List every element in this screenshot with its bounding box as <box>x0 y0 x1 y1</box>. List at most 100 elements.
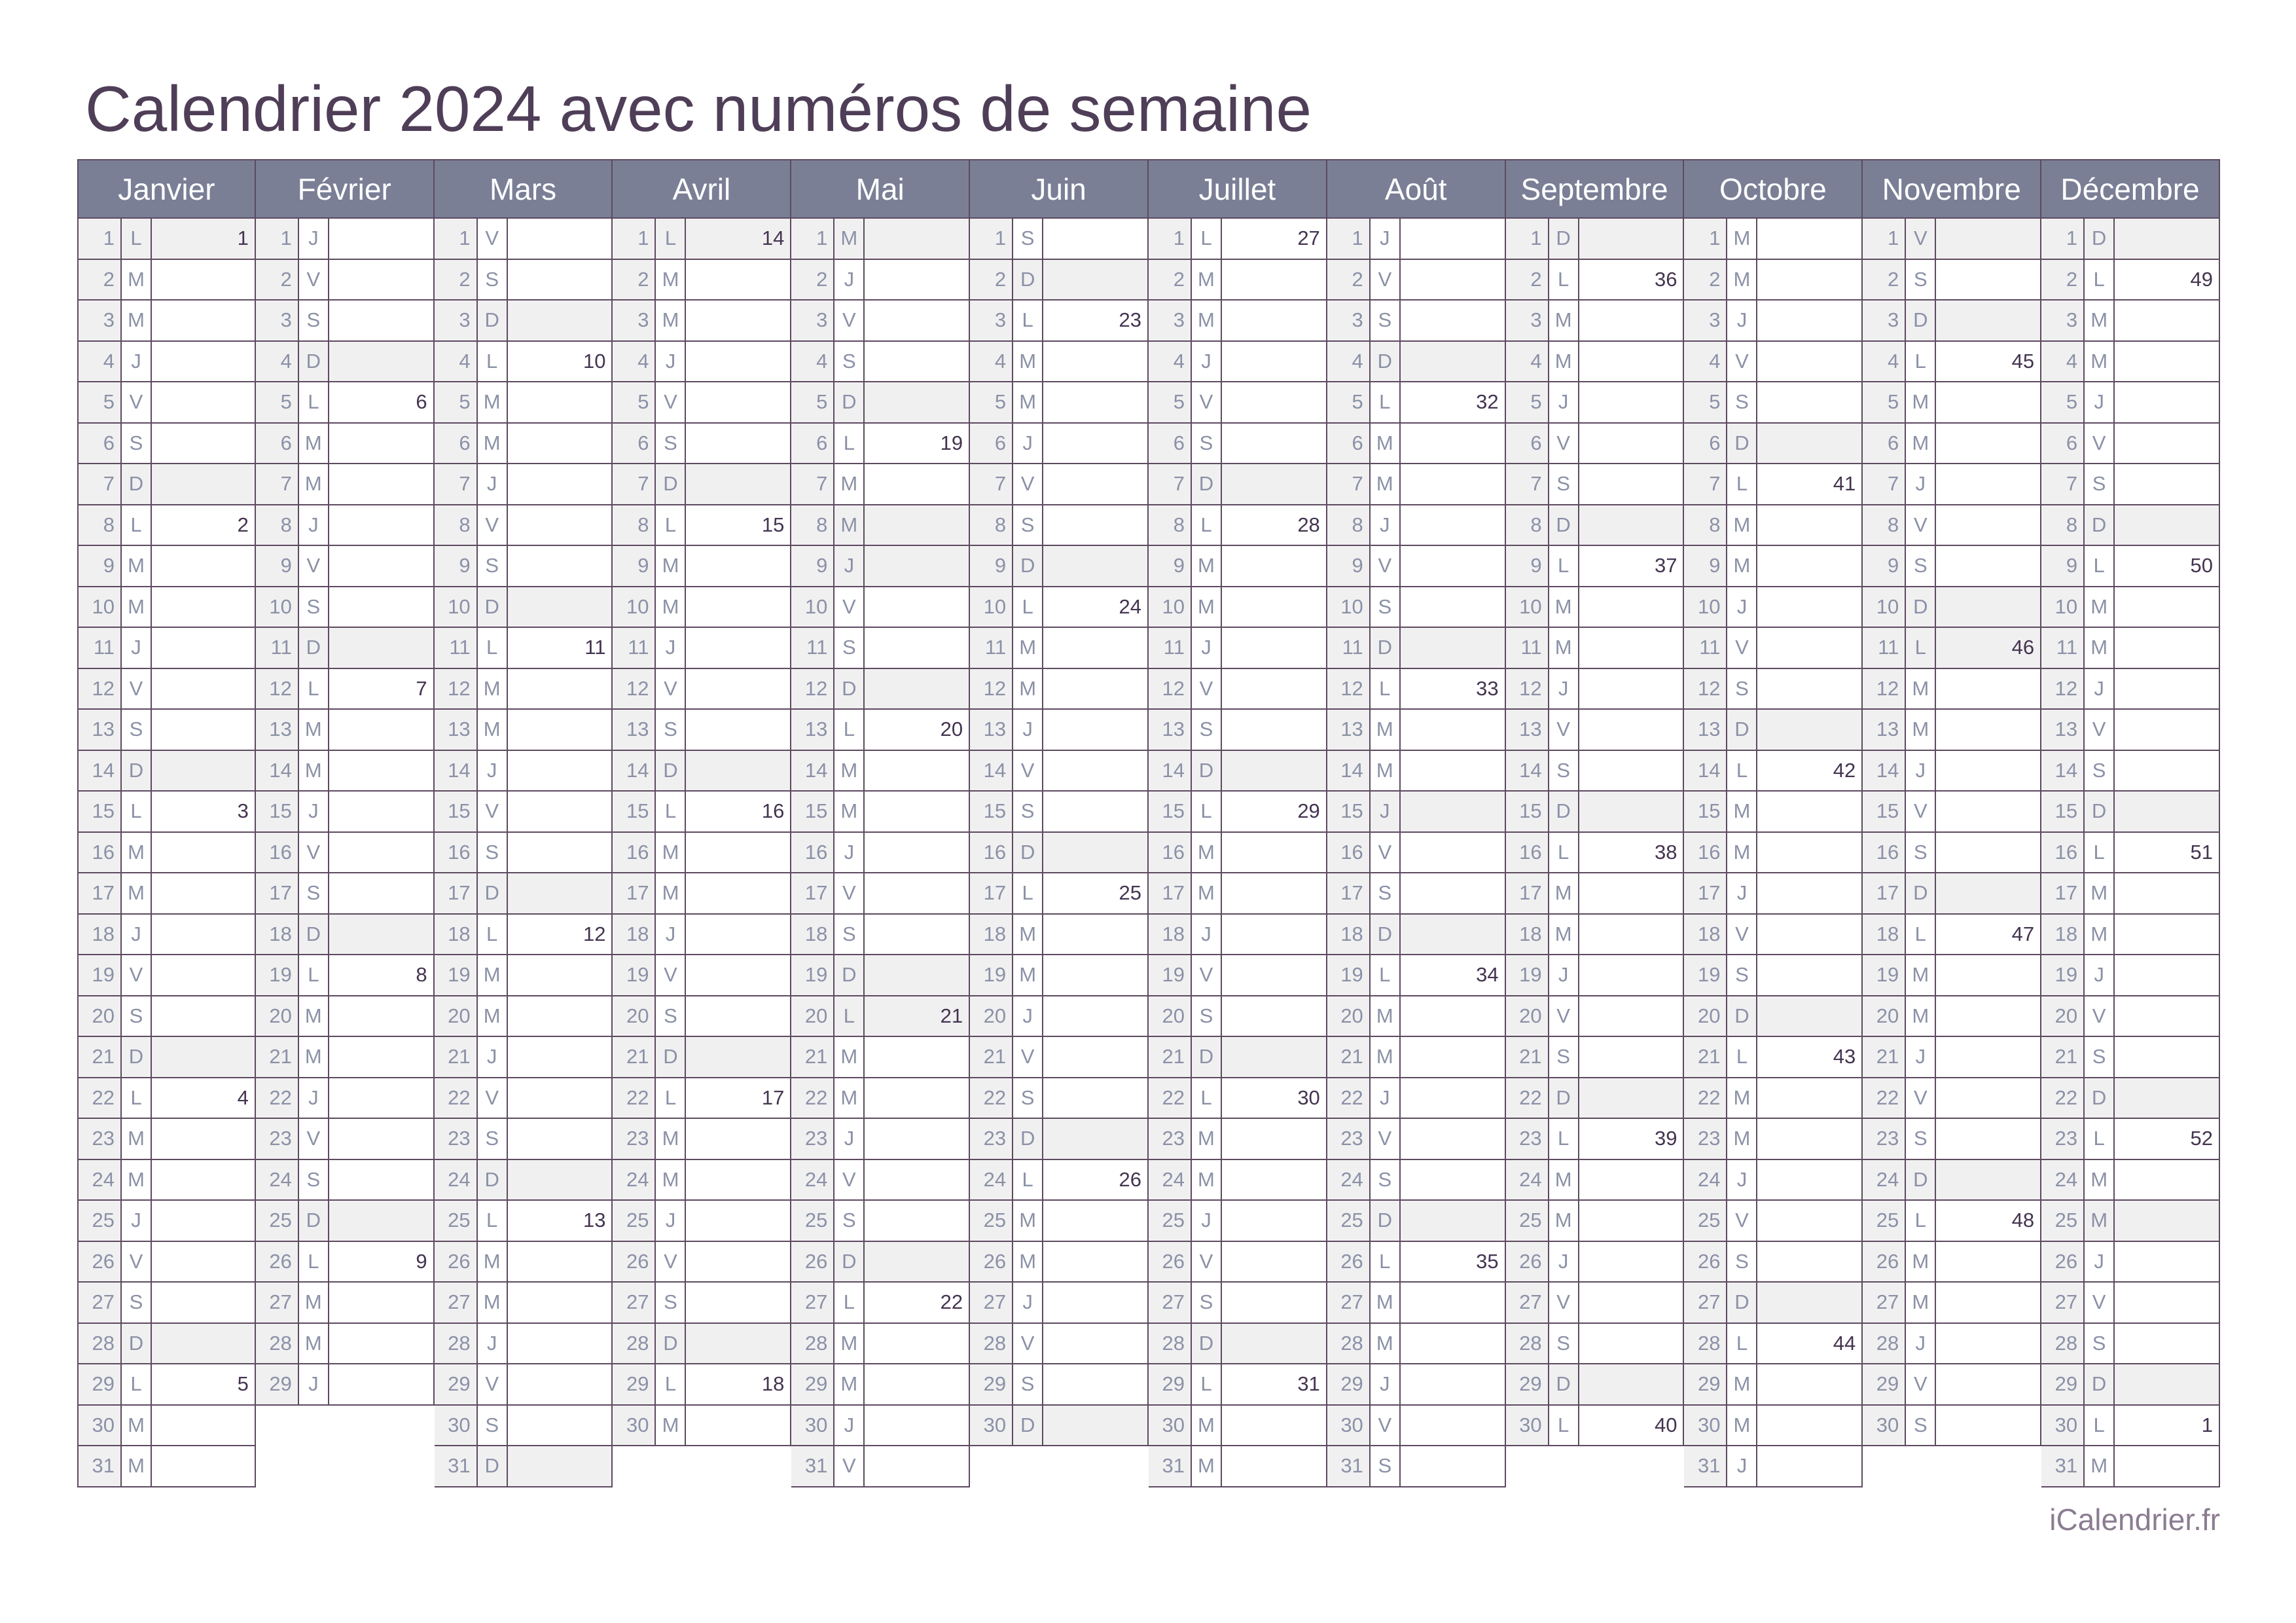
day-row: 13 J <box>970 710 1149 751</box>
day-letter-cell: S <box>298 1159 329 1199</box>
day-letter-cell: V <box>1370 1119 1401 1159</box>
day-row: 18 M <box>1505 914 1685 955</box>
week-number-cell <box>1043 505 1149 545</box>
day-number-cell: 16 <box>1863 832 1907 872</box>
day-row: 30 L 1 <box>2041 1405 2220 1446</box>
day-row: 30 D <box>970 1405 1149 1446</box>
day-letter-cell: S <box>298 301 329 340</box>
week-number-cell <box>1579 996 1685 1036</box>
day-letter-cell: L <box>834 996 865 1036</box>
day-row: 16 M <box>613 832 792 873</box>
day-letter-cell: M <box>656 587 687 627</box>
week-number-cell <box>507 832 613 872</box>
day-number-cell: 27 <box>1327 1283 1371 1322</box>
week-number-cell <box>507 464 613 504</box>
day-letter-cell: S <box>477 259 508 299</box>
week-number-cell <box>152 832 256 872</box>
day-row: 16 S <box>434 832 613 873</box>
week-number-cell: 14 <box>686 219 792 259</box>
day-letter-cell: M <box>477 996 508 1036</box>
day-number-cell: 14 <box>1684 750 1728 790</box>
day-row: 21 D <box>613 1037 792 1078</box>
day-number-cell: 2 <box>791 259 835 299</box>
week-number-cell <box>1757 1405 1863 1445</box>
day-letter-cell: V <box>2085 423 2115 463</box>
day-letter-cell: M <box>834 505 865 545</box>
day-row: 19 M <box>1863 955 2042 996</box>
day-number-cell: 17 <box>255 873 299 913</box>
day-number-cell: 8 <box>1505 505 1549 545</box>
day-number-cell: 2 <box>1863 259 1907 299</box>
day-row: 30 S <box>1863 1405 2042 1446</box>
day-row: 24 D <box>434 1159 613 1201</box>
week-number-cell <box>1043 1283 1149 1322</box>
week-number-cell <box>2115 382 2220 422</box>
week-number-cell <box>1936 382 2042 422</box>
day-row: 27 L 22 <box>791 1283 971 1324</box>
week-number-cell <box>2115 628 2220 668</box>
day-row: 22 L 4 <box>77 1078 256 1119</box>
day-letter-cell: J <box>1727 873 1758 913</box>
week-number-cell <box>1757 668 1863 708</box>
day-number-cell: 11 <box>1327 628 1371 668</box>
day-number-cell: 21 <box>255 1037 299 1077</box>
day-number-cell: 7 <box>970 464 1014 504</box>
day-number-cell: 16 <box>79 832 122 872</box>
day-row: 10 S <box>255 587 435 628</box>
week-number-cell <box>2115 792 2220 831</box>
day-row: 21 J <box>434 1037 613 1078</box>
day-number-cell: 15 <box>613 792 656 831</box>
week-number-cell <box>1757 1159 1863 1199</box>
day-letter-cell: J <box>298 219 329 259</box>
day-letter-cell: J <box>656 628 687 668</box>
day-row: 11 L 11 <box>434 628 613 669</box>
day-row: 10 J <box>1684 587 1863 628</box>
day-number-cell: 20 <box>434 996 478 1036</box>
day-row: 29 M <box>791 1364 971 1406</box>
day-number-cell: 9 <box>1863 546 1907 586</box>
day-letter-cell: J <box>477 1323 508 1363</box>
day-number-cell: 10 <box>613 587 656 627</box>
month-header: Mars <box>434 159 613 219</box>
day-number-cell: 21 <box>1684 1037 1728 1077</box>
day-number-cell: 6 <box>791 423 835 463</box>
day-number-cell: 2 <box>1148 259 1192 299</box>
week-number-cell <box>865 873 971 913</box>
day-row: 28 J <box>1863 1323 2042 1364</box>
week-number-cell <box>686 710 792 750</box>
day-row: 10 M <box>1148 587 1327 628</box>
week-number-cell <box>152 628 256 668</box>
week-number-cell <box>1400 750 1506 790</box>
week-number-cell: 40 <box>1579 1405 1685 1445</box>
day-letter-cell: S <box>1013 219 1044 259</box>
day-letter-cell: L <box>477 628 508 668</box>
day-letter-cell: D <box>298 1201 329 1241</box>
day-number-cell: 22 <box>1684 1078 1728 1118</box>
day-number-cell: 4 <box>2041 341 2085 381</box>
week-number-cell <box>865 301 971 340</box>
day-number-cell: 23 <box>1863 1119 1907 1159</box>
day-letter-cell: S <box>1727 955 1758 995</box>
day-row: 13 S <box>613 710 792 751</box>
day-row: 24 M <box>613 1159 792 1201</box>
day-row: 26 D <box>791 1241 971 1283</box>
day-letter-cell: M <box>656 1119 687 1159</box>
day-row: 24 J <box>1684 1159 1863 1201</box>
day-row: 27 S <box>1148 1283 1327 1324</box>
day-row: 28 D <box>613 1323 792 1364</box>
day-row: 30 M <box>1148 1405 1327 1446</box>
day-number-cell: 17 <box>791 873 835 913</box>
day-number-cell: 15 <box>79 792 122 831</box>
month-header: Juin <box>970 159 1149 219</box>
week-number-cell <box>1400 1119 1506 1159</box>
